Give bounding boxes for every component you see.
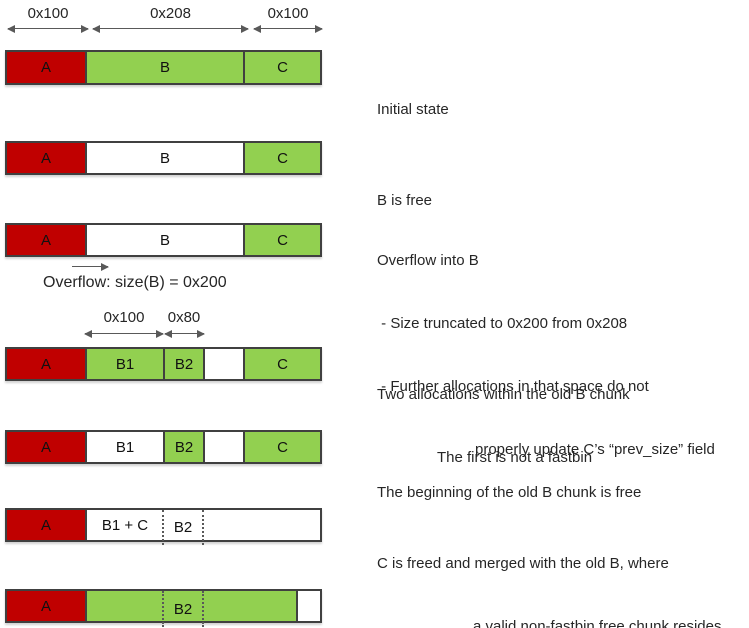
chunk-b-free: B xyxy=(85,143,243,173)
size-arrow-a xyxy=(7,24,89,33)
chunk-b1-plus-c: B1 + C xyxy=(85,510,163,540)
chunk-c: C xyxy=(243,349,320,379)
chunk-b1-free: B1 xyxy=(85,432,163,462)
chunk-a: A xyxy=(7,591,85,621)
chunk-c: C xyxy=(243,143,320,173)
caption-row-5: The beginning of the old B chunk is free xyxy=(377,440,641,545)
size-label-b: 0x208 xyxy=(150,5,191,22)
caption-line: C is freed and merged with the old B, wh… xyxy=(377,555,669,572)
caption-row-4: Two allocations within the old B chunk T… xyxy=(377,342,630,510)
ghost-b2-outline: B2 xyxy=(162,510,204,545)
chunk-b2: B2 xyxy=(163,432,203,462)
caption-row-6: C is freed and merged with the old B, wh… xyxy=(377,511,721,628)
chunk-a: A xyxy=(7,432,85,462)
chunk-b: B xyxy=(85,52,243,83)
caption-row-2: B is free xyxy=(377,148,432,253)
chunk-a: A xyxy=(7,225,85,255)
size-label-a: 0x100 xyxy=(27,5,69,22)
chunk-free xyxy=(203,349,243,379)
caption-line: - Further allocations in that space do n… xyxy=(377,378,649,395)
caption-line: The first is not a fastbin xyxy=(437,449,593,466)
memory-bar-row-5: A B1 B2 C xyxy=(5,430,322,464)
overflow-note: Overflow: size(B) = 0x200 xyxy=(43,274,227,291)
chunk-c: C xyxy=(243,52,320,83)
memory-bar-row-1: A B C xyxy=(5,50,322,85)
chunk-a: A xyxy=(7,143,85,173)
size-arrow-c xyxy=(253,24,323,33)
size-arrow-b1 xyxy=(84,329,164,338)
memory-bar-row-2: A B C xyxy=(5,141,322,175)
caption-line: B is free xyxy=(377,192,433,209)
caption-line: Two allocations within the old B chunk xyxy=(377,386,630,403)
chunk-c: C xyxy=(243,225,320,255)
chunk-merged-free xyxy=(163,510,320,540)
chunk-b1: B1 xyxy=(85,349,163,379)
caption-line: Overflow into B xyxy=(377,252,479,269)
chunk-free xyxy=(203,432,243,462)
caption-line: - Size truncated to 0x200 from 0x208 xyxy=(377,315,628,332)
overflow-arrow xyxy=(72,262,109,271)
chunk-c: C xyxy=(243,432,320,462)
caption-line: properly update C’s “prev_size” field xyxy=(475,441,715,458)
caption-row-7: 1+ allocations larger than B1’s initial … xyxy=(377,586,647,628)
memory-bar-row-3: A B C xyxy=(5,223,322,257)
chunk-new-allocation xyxy=(85,591,296,621)
caption-row-1: Initial state xyxy=(377,57,449,162)
size-arrow-b2 xyxy=(164,329,205,338)
size-label-c: 0x100 xyxy=(267,5,309,22)
caption-line: The beginning of the old B chunk is free xyxy=(377,484,642,501)
chunk-a: A xyxy=(7,510,85,540)
ghost-b2-outline: B2 xyxy=(162,591,204,627)
chunk-b2: B2 xyxy=(163,349,203,379)
caption-line: Initial state xyxy=(377,101,449,118)
size-label-b2: 0x80 xyxy=(167,309,201,326)
chunk-a: A xyxy=(7,52,85,83)
size-label-b1: 0x100 xyxy=(103,309,145,326)
memory-bar-row-4: A B1 B2 C xyxy=(5,347,322,381)
chunk-free xyxy=(296,591,320,621)
caption-line: a valid non-fastbin free chunk resides xyxy=(473,618,722,628)
size-arrow-b xyxy=(92,24,249,33)
chunk-a: A xyxy=(7,349,85,379)
chunk-b-free: B xyxy=(85,225,243,255)
caption-row-3: Overflow into B - Size truncated to 0x20… xyxy=(377,208,715,502)
